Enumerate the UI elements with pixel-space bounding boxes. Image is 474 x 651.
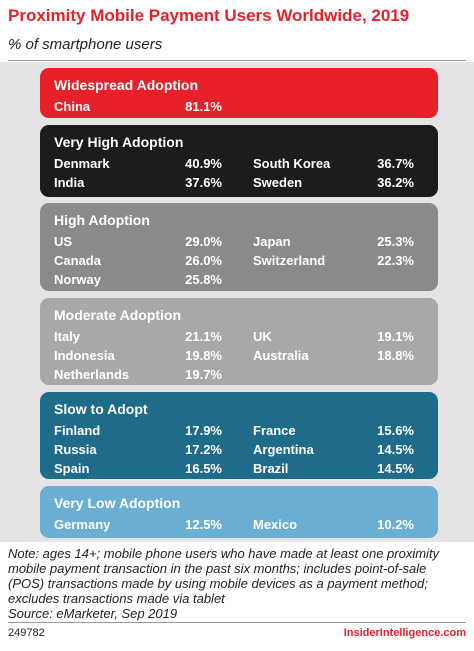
- share: 19.7%: [185, 367, 222, 382]
- row: China 81.1%: [54, 99, 438, 118]
- group-title: Very Low Adoption: [54, 495, 181, 511]
- country: Spain: [54, 461, 90, 476]
- share: 25.8%: [185, 272, 222, 287]
- group-title: High Adoption: [54, 212, 150, 228]
- share: 22.3%: [377, 253, 414, 268]
- country: Italy: [54, 329, 81, 344]
- country: China: [54, 99, 91, 114]
- share: 10.2%: [377, 517, 414, 532]
- share: 19.1%: [377, 329, 414, 344]
- row: Denmark 40.9% South Korea 36.7%: [54, 156, 438, 175]
- row: Finland 17.9% France 15.6%: [54, 423, 438, 442]
- share: 81.1%: [185, 99, 222, 114]
- group-box: Very Low Adoption Germany 12.5% Mexico 10.2%: [40, 486, 438, 538]
- rule: [8, 622, 466, 623]
- rule: [8, 60, 466, 61]
- share: 25.3%: [377, 234, 414, 249]
- country: Germany: [54, 517, 111, 532]
- group-title: Moderate Adoption: [54, 307, 182, 323]
- note-line: excludes transactions made via tablet: [8, 591, 225, 606]
- country: France: [253, 423, 296, 438]
- row: Indonesia 19.8% Australia 18.8%: [54, 348, 438, 367]
- country: Japan: [253, 234, 291, 249]
- share: 21.1%: [185, 329, 222, 344]
- group-box: Slow to Adopt Finland 17.9% France 15.6% Russ…: [40, 392, 438, 479]
- title: Proximity Mobile Payment Users Worldwide…: [8, 6, 410, 25]
- country: Norway: [54, 272, 101, 287]
- country: Canada: [54, 253, 101, 268]
- row: Italy 21.1% UK 19.1%: [54, 329, 438, 348]
- share: 18.8%: [377, 348, 414, 363]
- country: Brazil: [253, 461, 289, 476]
- country: Australia: [253, 348, 309, 363]
- note-line: (POS) transactions made by using mobile …: [8, 576, 428, 591]
- country: US: [54, 234, 73, 249]
- row: Norway 25.8%: [54, 272, 438, 291]
- share: 16.5%: [185, 461, 222, 476]
- group-title: Very High Adoption: [54, 134, 184, 150]
- share: 19.8%: [185, 348, 222, 363]
- group-title: Widespread Adoption: [54, 77, 199, 93]
- group-title: Slow to Adopt: [54, 401, 148, 417]
- country: Mexico: [253, 517, 298, 532]
- country: UK: [253, 329, 272, 344]
- note-line: Note: ages 14+; mobile phone users who h…: [8, 546, 440, 561]
- subtitle: % of smartphone users: [8, 36, 163, 53]
- share: 14.5%: [377, 442, 414, 457]
- share: 15.6%: [377, 423, 414, 438]
- country: Netherlands: [54, 367, 130, 382]
- group-box: Moderate Adoption Italy 21.1% UK 19.1% Indone…: [40, 298, 438, 385]
- row: Netherlands 19.7%: [54, 367, 438, 386]
- share: 29.0%: [185, 234, 222, 249]
- share: 40.9%: [185, 156, 222, 171]
- share: 17.2%: [185, 442, 222, 457]
- row: Russia 17.2% Argentina 14.5%: [54, 442, 438, 461]
- row: Germany 12.5% Mexico 10.2%: [54, 517, 438, 536]
- row: Spain 16.5% Brazil 14.5%: [54, 461, 438, 480]
- country: Russia: [54, 442, 97, 457]
- country: Switzerland: [253, 253, 326, 268]
- note: Note: ages 14+; mobile phone users who h…: [8, 546, 468, 621]
- share: 36.7%: [377, 156, 414, 171]
- share: 26.0%: [185, 253, 222, 268]
- brand: InsiderIntelligence.com: [343, 627, 466, 639]
- row: Canada 26.0% Switzerland 22.3%: [54, 253, 438, 272]
- source: Source: eMarketer, Sep 2019: [8, 606, 178, 621]
- country: Finland: [54, 423, 101, 438]
- country: Argentina: [253, 442, 314, 457]
- country: Sweden: [253, 175, 303, 190]
- country: Denmark: [54, 156, 110, 171]
- share: 36.2%: [377, 175, 414, 190]
- share: 14.5%: [377, 461, 414, 476]
- group-box: Widespread Adoption China 81.1%: [40, 68, 438, 118]
- note-line: mobile payment transaction in the past s…: [8, 561, 427, 576]
- group-box: Very High Adoption Denmark 40.9% South Kore…: [40, 125, 438, 197]
- share: 12.5%: [185, 517, 222, 532]
- country: South Korea: [253, 156, 331, 171]
- share: 37.6%: [185, 175, 222, 190]
- row: US 29.0% Japan 25.3%: [54, 234, 438, 253]
- country: India: [54, 175, 85, 190]
- share: 17.9%: [185, 423, 222, 438]
- row: India 37.6% Sweden 36.2%: [54, 175, 438, 194]
- chart-code: 249782: [8, 627, 45, 639]
- country: Indonesia: [54, 348, 115, 363]
- group-box: High Adoption US 29.0% Japan 25.3% Canada 26.0…: [40, 203, 438, 291]
